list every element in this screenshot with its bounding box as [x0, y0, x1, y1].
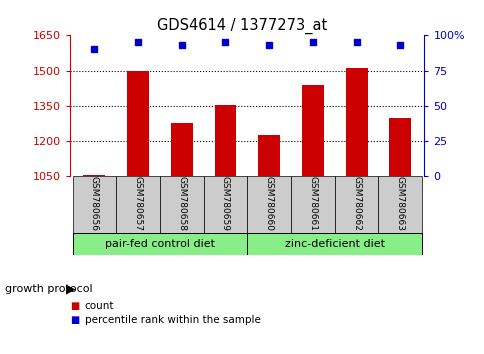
Bar [247, 233, 421, 255]
Bar [83, 175, 105, 176]
Text: GSM780659: GSM780659 [221, 176, 229, 231]
Bar [73, 233, 247, 255]
Bar [302, 85, 323, 176]
Bar [334, 176, 378, 233]
Text: growth protocol: growth protocol [5, 284, 92, 293]
Bar [378, 176, 421, 233]
Text: GSM780662: GSM780662 [351, 176, 361, 231]
Bar [247, 176, 290, 233]
Bar [170, 124, 192, 176]
Text: ■: ■ [70, 315, 79, 325]
Bar [127, 72, 149, 176]
Text: GSM780656: GSM780656 [90, 176, 99, 231]
Bar [290, 176, 334, 233]
Text: GSM780657: GSM780657 [133, 176, 142, 231]
Text: count: count [85, 301, 114, 311]
Text: zinc-deficient diet: zinc-deficient diet [284, 239, 384, 249]
Bar [345, 68, 367, 176]
Text: GDS4614 / 1377273_at: GDS4614 / 1377273_at [157, 18, 327, 34]
Bar [214, 105, 236, 176]
Bar [258, 135, 280, 176]
Bar [203, 176, 247, 233]
Text: percentile rank within the sample: percentile rank within the sample [85, 315, 260, 325]
Bar [116, 176, 160, 233]
Text: GSM780661: GSM780661 [308, 176, 317, 231]
Text: pair-fed control diet: pair-fed control diet [105, 239, 214, 249]
Bar [160, 176, 203, 233]
Bar [73, 176, 116, 233]
Text: ▶: ▶ [66, 282, 76, 295]
Text: GSM780663: GSM780663 [395, 176, 404, 231]
Text: GSM780658: GSM780658 [177, 176, 186, 231]
Bar [389, 118, 410, 176]
Text: GSM780660: GSM780660 [264, 176, 273, 231]
Text: ■: ■ [70, 301, 79, 311]
